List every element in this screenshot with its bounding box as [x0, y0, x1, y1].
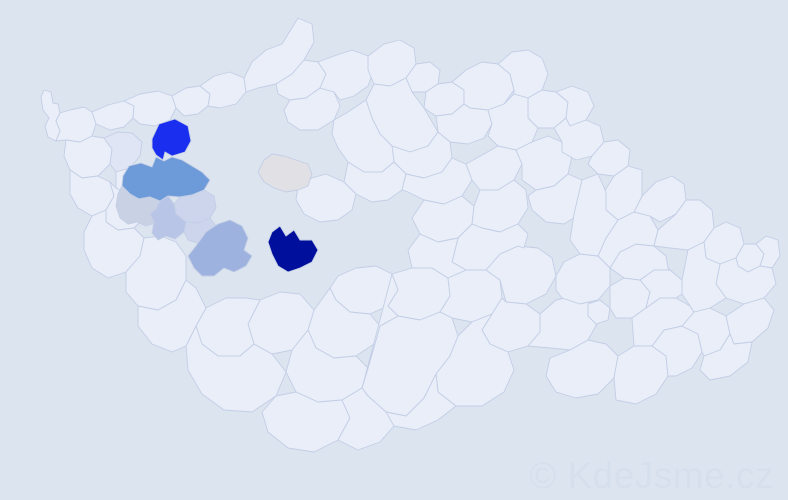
district-pardubice[interactable] — [466, 146, 522, 190]
district-plzen-sever[interactable] — [104, 132, 142, 172]
district-benesov[interactable] — [268, 226, 318, 272]
district-sokolov[interactable] — [92, 101, 134, 130]
base-district-layer — [41, 18, 780, 452]
district-cheb[interactable] — [56, 107, 96, 142]
district-teplice[interactable] — [200, 72, 246, 108]
district-prachatice[interactable] — [186, 326, 286, 412]
district-hradec-kralove[interactable] — [488, 94, 538, 150]
district-praha[interactable] — [258, 154, 312, 192]
district-hodonin[interactable] — [614, 346, 668, 404]
district-klatovy-south[interactable] — [126, 236, 186, 310]
district-central-filler-a[interactable] — [408, 234, 466, 278]
district-jesenik[interactable] — [634, 176, 686, 222]
district-pribram[interactable] — [188, 220, 252, 276]
district-trutnov[interactable] — [452, 62, 514, 110]
district-vsetin[interactable] — [726, 298, 774, 344]
district-most[interactable] — [172, 86, 210, 116]
district-north-strip-e[interactable] — [570, 174, 618, 256]
district-sumava-south[interactable] — [138, 280, 206, 352]
district-valasske[interactable] — [700, 334, 752, 380]
highlighted-district-layer — [116, 119, 318, 276]
district-beroun[interactable] — [150, 196, 186, 240]
district-south-filler-a[interactable] — [338, 388, 394, 450]
district-breclav[interactable] — [546, 340, 618, 398]
district-chomutov[interactable] — [152, 119, 191, 160]
district-kolin[interactable] — [402, 158, 472, 204]
district-as[interactable] — [41, 90, 60, 141]
district-brno-mesto[interactable] — [588, 300, 610, 324]
watermark-kdejsme: © KdeJsme.cz — [528, 455, 774, 496]
district-central-filler-b[interactable] — [360, 274, 456, 430]
district-karvina[interactable] — [756, 236, 780, 268]
district-ceska-lipa[interactable] — [318, 50, 374, 100]
district-karlovy-vary[interactable] — [124, 91, 176, 126]
district-jablonec[interactable] — [406, 62, 440, 92]
district-praha-zapad[interactable] — [296, 174, 356, 222]
district-decin[interactable] — [244, 18, 314, 92]
district-cesky-krumlov[interactable] — [262, 392, 350, 452]
district-novy-jicin[interactable] — [682, 242, 726, 312]
district-blansko[interactable] — [556, 254, 610, 304]
